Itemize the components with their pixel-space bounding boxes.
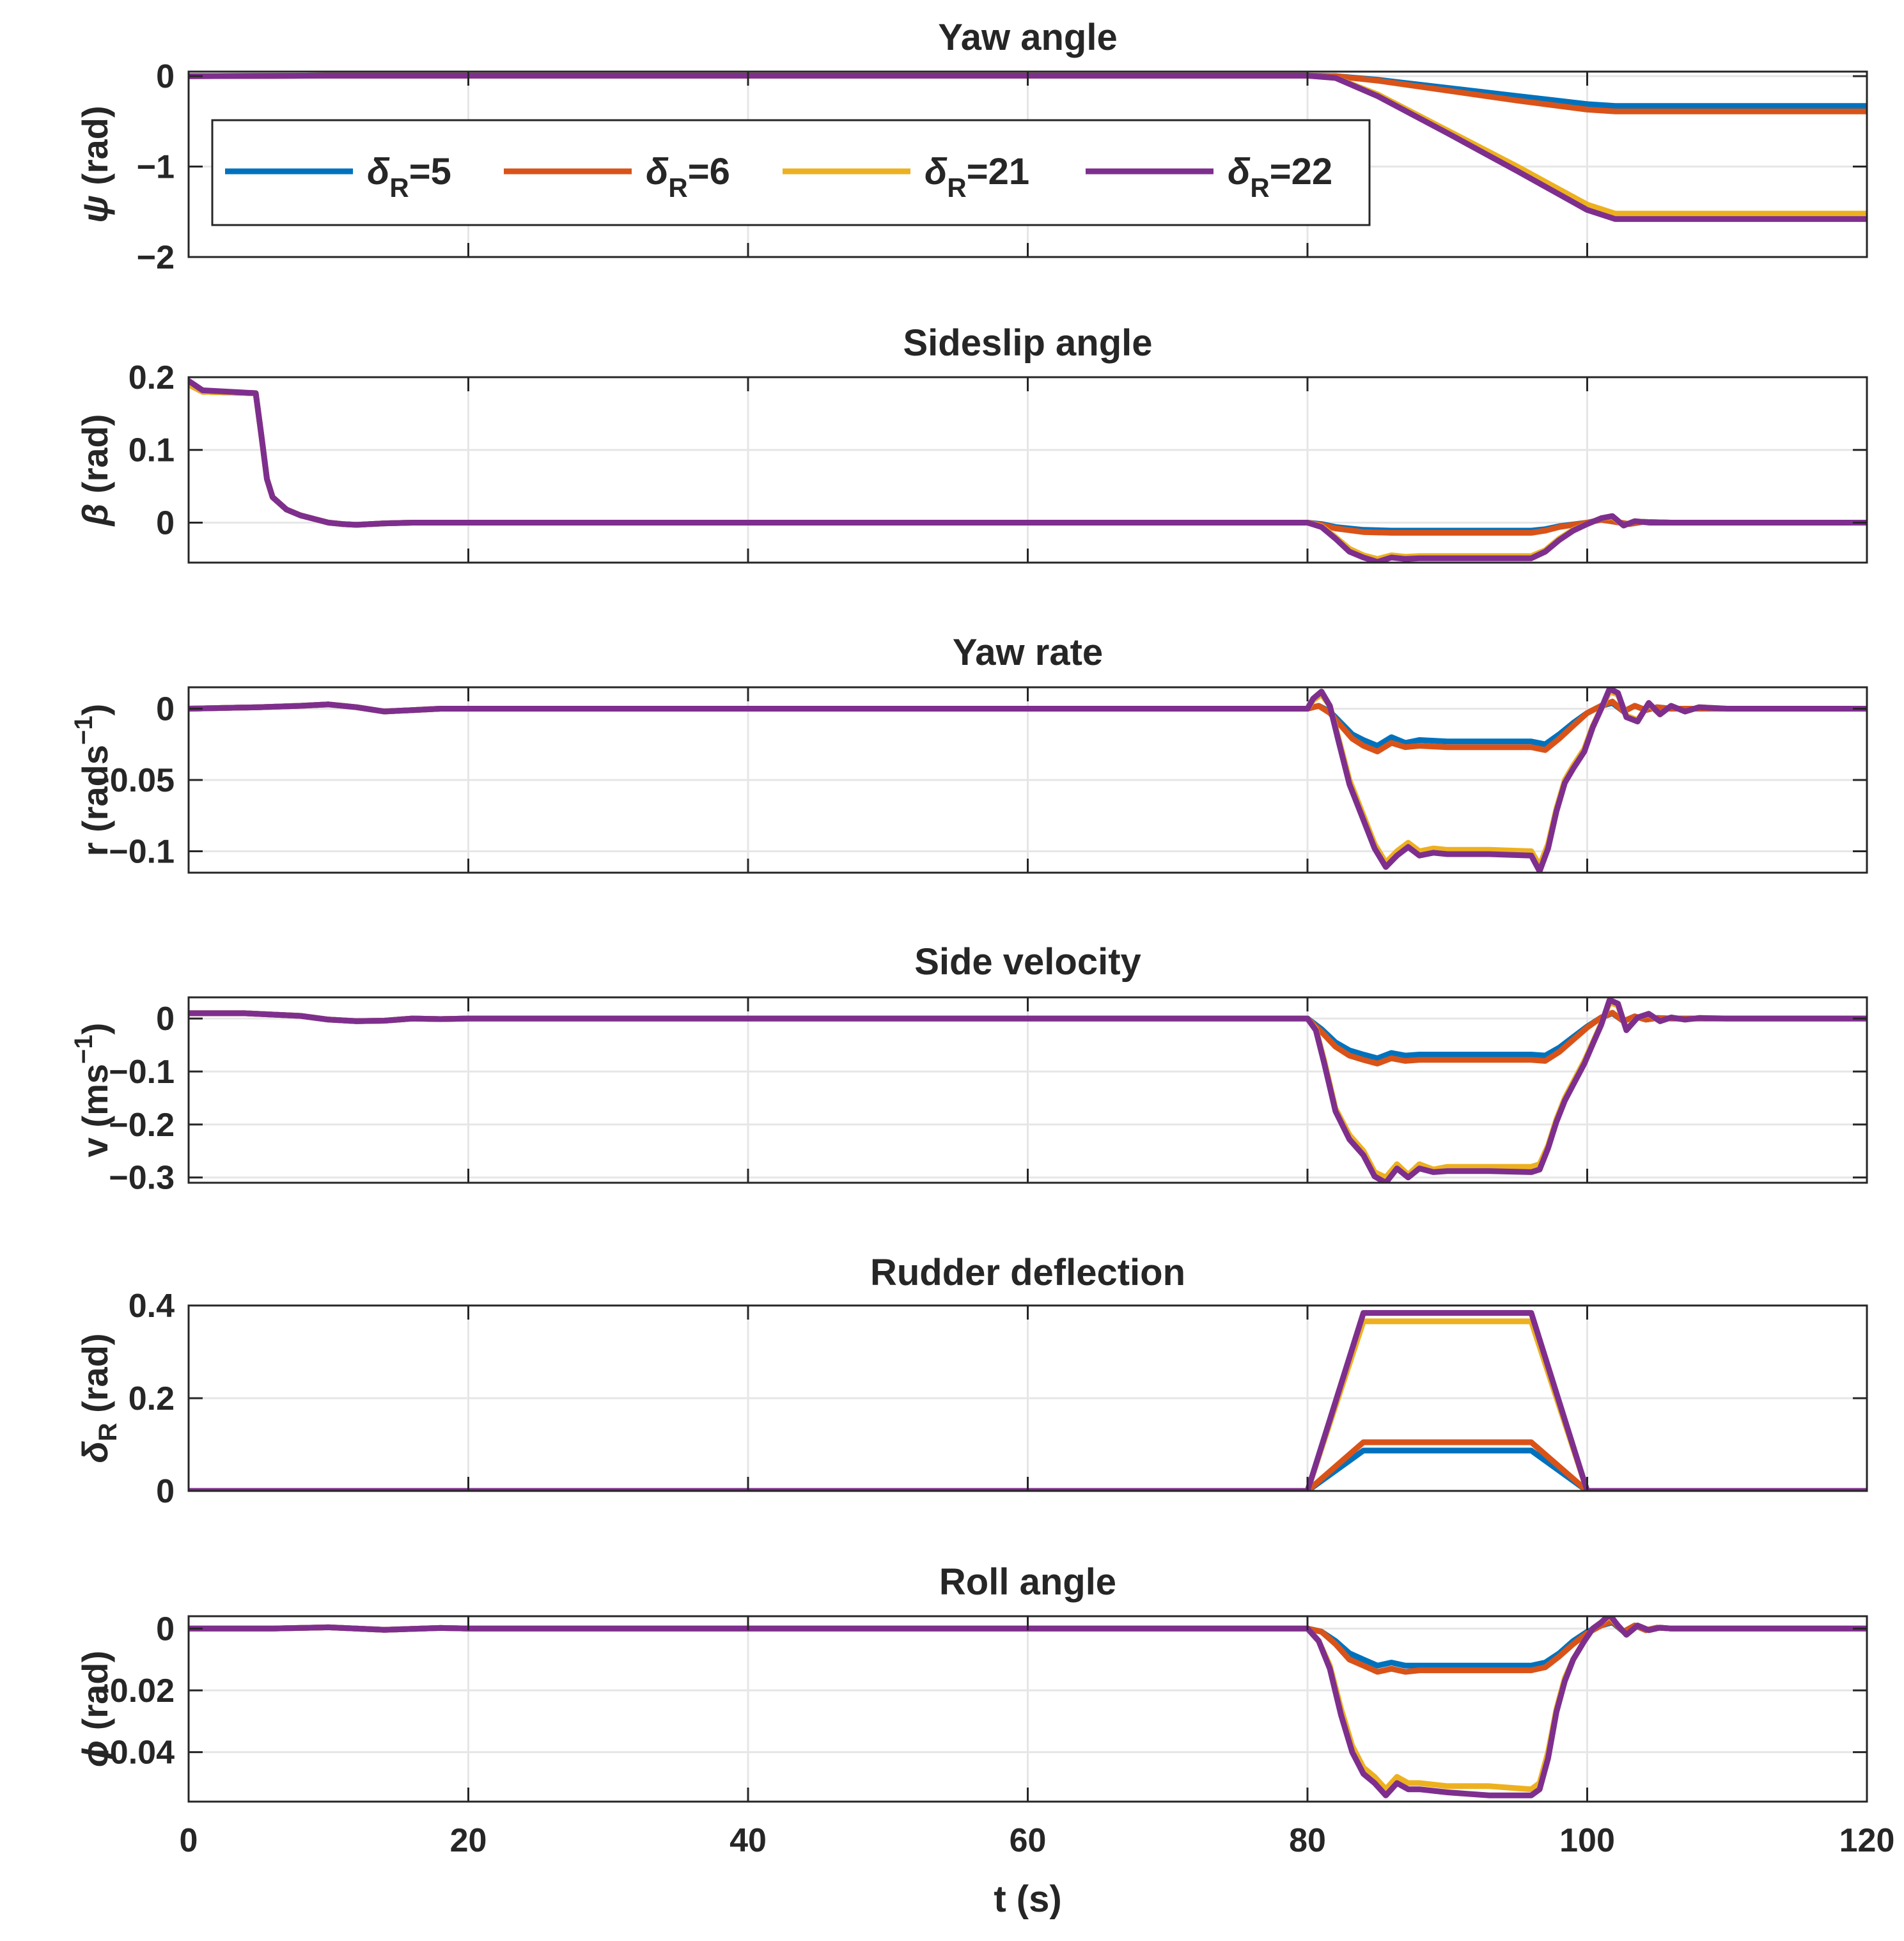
series-line-d22 — [189, 72, 1867, 222]
x-tick-label: 120 — [1839, 1822, 1895, 1859]
y-tick-label: −1 — [137, 149, 175, 186]
y-axis-label: r (rads−1) — [70, 704, 115, 857]
y-tick-label: 0 — [156, 690, 175, 728]
panel-5: 0.4 0.2 0 Rudder deflection δR (rad) — [75, 1252, 1868, 1510]
panel-title: Yaw angle — [938, 17, 1117, 58]
legend: δR=5 δR=6 δR=21 δR=22 — [211, 119, 1371, 226]
y-tick-label: −0.3 — [109, 1160, 175, 1197]
panel-2: 0.2 0.1 0 Sideslip angle β (rad) — [75, 322, 1868, 564]
series-group — [189, 72, 1867, 222]
legend-entry-d5: δR=5 — [367, 151, 451, 203]
y-tick-label: −0.2 — [109, 1107, 175, 1144]
y-tick-label: −0.05 — [90, 762, 175, 799]
y-label-subscript: R — [94, 1423, 122, 1441]
y-tick-label: 0.2 — [129, 359, 175, 396]
legend-entry-d6: δR=6 — [646, 151, 730, 203]
panel-4: 0 −0.1 −0.2 −0.3 Side velocity v (ms−1) — [70, 941, 1868, 1197]
x-tick-label: 40 — [730, 1822, 767, 1859]
y-label-symbol: ϕ — [75, 1740, 115, 1767]
series-line-d22 — [189, 378, 1867, 563]
y-label-text: r (rads — [75, 745, 115, 856]
y-tick-label: 0 — [156, 1473, 175, 1510]
y-axis-label: ψ (rad) — [75, 105, 115, 222]
y-tick-label: −0.04 — [90, 1734, 175, 1772]
series-line-d22 — [189, 997, 1867, 1183]
series-group — [189, 378, 1867, 563]
y-axis-label: ϕ (rad) — [75, 1651, 115, 1767]
panel-title: Yaw rate — [953, 632, 1103, 673]
y-label-text: (rad) — [75, 1333, 115, 1423]
series-group — [189, 687, 1867, 873]
y-axis-label: β (rad) — [75, 414, 115, 527]
y-tick-label: −2 — [137, 239, 175, 276]
x-tick-label: 80 — [1289, 1822, 1326, 1859]
y-tick-label: 0.4 — [129, 1288, 175, 1325]
y-tick-label: 0.2 — [129, 1380, 175, 1417]
panel-title: Sideslip angle — [903, 322, 1153, 364]
y-axis-label: v (ms−1) — [70, 1023, 115, 1158]
series-line-d5 — [189, 1447, 1867, 1491]
series-line-d22 — [189, 1310, 1867, 1491]
legend-entry-d21: δR=21 — [925, 151, 1029, 203]
x-tick-label: 60 — [1010, 1822, 1047, 1859]
y-tick-label: −0.02 — [90, 1672, 175, 1710]
series-line-d6 — [189, 1439, 1867, 1491]
x-tick-label: 100 — [1559, 1822, 1615, 1859]
panel-1: 0 −1 −2 Yaw angle ψ (rad) δR=5 δR=6 δR=21 δR=22 — [75, 17, 1868, 276]
y-tick-label: 0 — [156, 58, 175, 95]
y-label-superscript: −1 — [70, 1034, 98, 1064]
series-line-d21 — [189, 1318, 1867, 1491]
y-label-text: (rad) — [75, 1651, 115, 1740]
panel-3: 0 −0.05 −0.1 Yaw rate r (rads−1) — [70, 632, 1868, 874]
y-label-superscript: −1 — [70, 715, 98, 745]
y-label-symbol: β — [75, 504, 115, 527]
y-label-text: (rad) — [75, 414, 115, 504]
y-label-text: (rad) — [75, 105, 115, 195]
y-label-text: v (ms — [75, 1064, 115, 1157]
legend-entry-d22: δR=22 — [1228, 151, 1332, 203]
y-tick-label: −0.1 — [109, 1054, 175, 1091]
y-label-end: ) — [75, 1023, 115, 1035]
x-tick-label: 0 — [180, 1822, 198, 1859]
y-tick-label: 0.1 — [129, 432, 175, 469]
x-tick-label: 20 — [450, 1822, 487, 1859]
y-axis-label: δR (rad) — [75, 1333, 122, 1463]
y-tick-label: 0 — [156, 504, 175, 542]
series-group — [189, 1310, 1867, 1491]
y-label-symbol: ψ — [75, 195, 115, 222]
y-tick-label: 0 — [156, 1610, 175, 1648]
panel-6: 0 −0.02 −0.04 Roll angle ϕ (rad) 0 20 40 60 80 100… — [75, 1561, 1894, 1920]
y-tick-label: −0.1 — [109, 834, 175, 871]
panel-title: Rudder deflection — [870, 1252, 1185, 1293]
series-line-d22 — [189, 687, 1867, 873]
y-label-end: ) — [75, 704, 115, 716]
y-tick-label: 0 — [156, 1001, 175, 1038]
panel-title: Roll angle — [939, 1561, 1116, 1603]
series-group — [189, 997, 1867, 1183]
panel-title: Side velocity — [914, 941, 1141, 983]
y-label-symbol: δ — [75, 1441, 115, 1463]
x-axis-label: t (s) — [994, 1878, 1061, 1920]
